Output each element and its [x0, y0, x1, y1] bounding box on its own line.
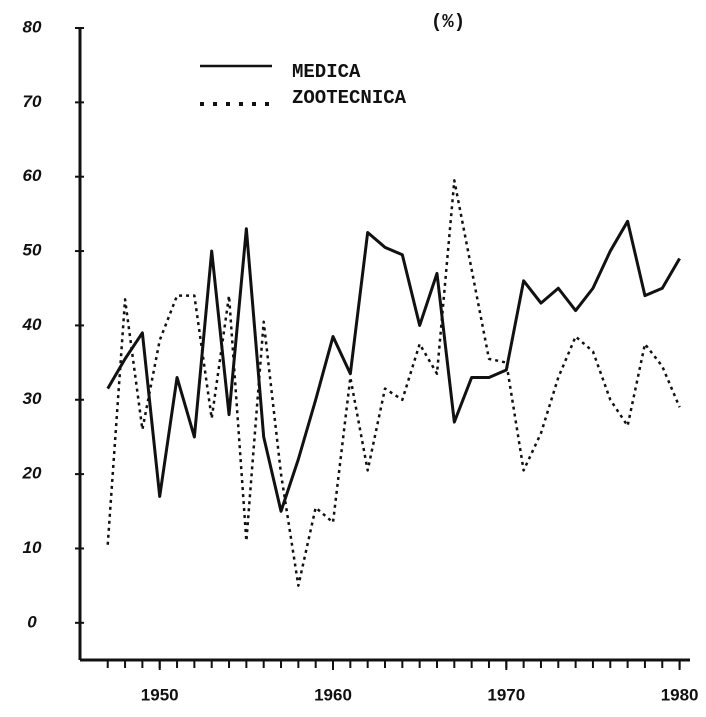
x-tick-label: 1980 — [661, 685, 699, 704]
y-tick-label: 30 — [23, 389, 42, 408]
x-tick-label: 1970 — [487, 685, 525, 704]
y-tick-label: 0 — [27, 612, 37, 631]
y-tick-label: 10 — [23, 538, 42, 557]
x-tick-label: 1950 — [141, 685, 179, 704]
y-tick-label: 20 — [22, 464, 42, 483]
y-tick-label: 80 — [23, 17, 42, 36]
y-unit: (%) — [431, 11, 465, 33]
y-tick-label: 50 — [23, 241, 42, 260]
y-tick-label: 60 — [23, 166, 42, 185]
legend-label: MEDICA — [292, 61, 361, 83]
y-tick-label: 70 — [23, 92, 42, 111]
y-tick-label: 40 — [22, 315, 42, 334]
legend-label: ZOOTECNICA — [292, 87, 407, 109]
series-line — [106, 179, 681, 587]
x-tick-label: 1960 — [314, 685, 352, 704]
series-line — [106, 219, 681, 513]
